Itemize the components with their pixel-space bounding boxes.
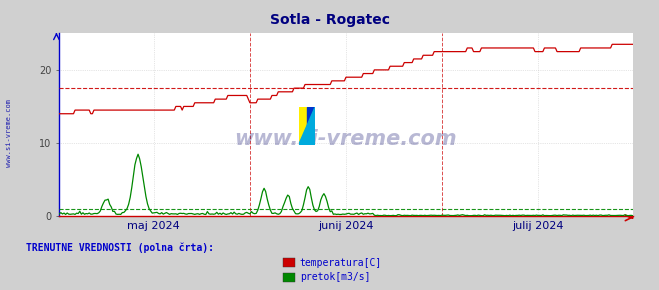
- Text: www.si-vreme.com: www.si-vreme.com: [235, 129, 457, 149]
- Text: www.si-vreme.com: www.si-vreme.com: [5, 99, 12, 167]
- Polygon shape: [299, 107, 315, 145]
- Text: pretok[m3/s]: pretok[m3/s]: [300, 272, 370, 282]
- Text: Sotla - Rogatec: Sotla - Rogatec: [270, 13, 389, 27]
- Text: TRENUTNE VREDNOSTI (polna črta):: TRENUTNE VREDNOSTI (polna črta):: [26, 242, 214, 253]
- Text: temperatura[C]: temperatura[C]: [300, 258, 382, 268]
- Bar: [307, 107, 315, 145]
- Bar: [299, 107, 307, 145]
